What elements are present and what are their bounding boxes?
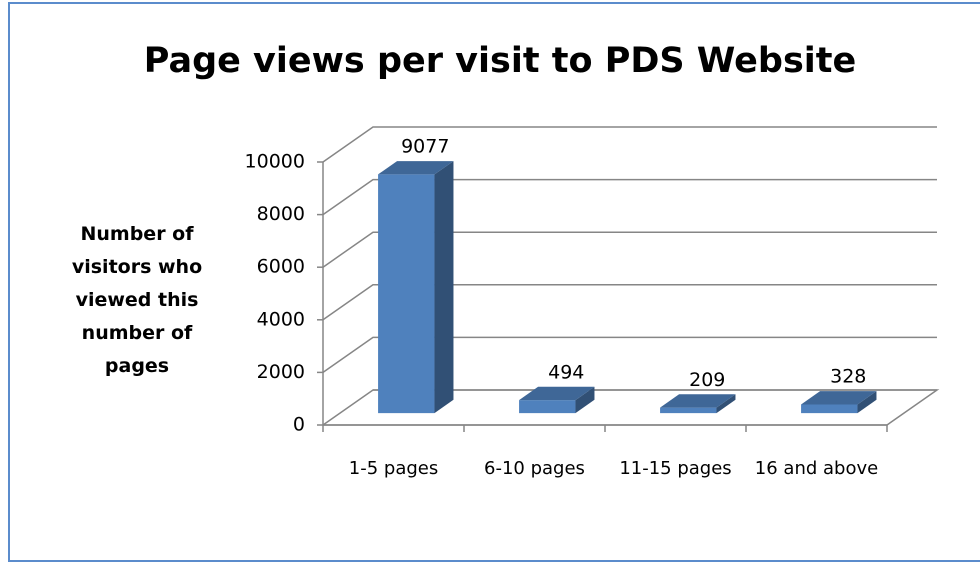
value-label: 328 <box>830 366 866 388</box>
grid-line <box>322 284 937 321</box>
y-tick-label: 0 <box>293 414 305 436</box>
bar-top <box>378 161 454 175</box>
bar-side <box>575 386 595 414</box>
value-label: 494 <box>548 361 584 383</box>
value-label: 9077 <box>401 136 449 158</box>
bar-front <box>660 407 717 414</box>
y-tick-label: 8000 <box>257 203 305 225</box>
y-tick-label: 6000 <box>257 256 305 278</box>
bar <box>801 391 877 414</box>
bar-side <box>716 394 736 414</box>
y-tick-label: 2000 <box>257 361 305 383</box>
back-wall <box>373 127 937 390</box>
x-tick-label: 1-5 pages <box>348 458 439 479</box>
x-tick-label: 6-10 pages <box>484 458 585 479</box>
y-axis-title: Number of visitors who viewed this numbe… <box>71 223 203 377</box>
chart-title: Page views per visit to PDS Website <box>144 41 857 81</box>
x-tick-label: 11-15 pages <box>619 458 732 479</box>
bar-top <box>660 394 736 408</box>
grid-line <box>322 231 937 268</box>
chart: Page views per visit to PDS Website 0 200… <box>144 41 940 436</box>
value-label: 209 <box>689 369 725 391</box>
grid-line <box>322 126 937 163</box>
bar-top <box>519 386 595 401</box>
x-tick-label: 16 and above <box>754 458 879 479</box>
grid-line <box>322 178 937 216</box>
y-tick-label: 4000 <box>257 308 305 330</box>
bar-side <box>857 391 877 414</box>
bar-top <box>801 391 877 405</box>
grid-line <box>322 389 937 426</box>
bar-side <box>434 161 454 414</box>
grid-line <box>322 336 937 374</box>
bar <box>660 394 736 414</box>
bar-front <box>378 174 435 414</box>
y-tick-label: 10000 <box>245 151 305 173</box>
bar <box>378 161 454 414</box>
chart-page: Page views per visit to PDS Website 0 200… <box>8 2 980 562</box>
bar-front <box>519 400 576 414</box>
bar <box>519 386 595 414</box>
bar-front <box>801 404 858 414</box>
